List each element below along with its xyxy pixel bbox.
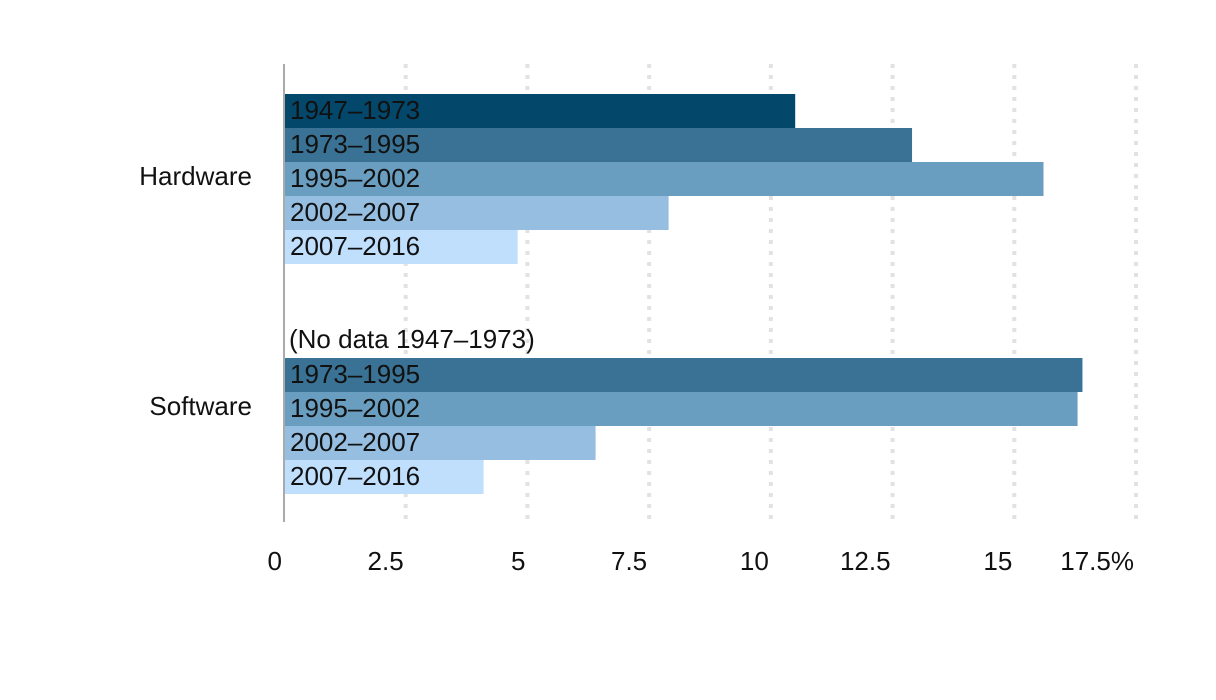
x-tick-label: 0 xyxy=(268,546,282,576)
bar-series-label: 2002–2007 xyxy=(290,427,420,457)
no-data-note: (No data 1947–1973) xyxy=(289,324,535,354)
bar xyxy=(285,196,669,230)
x-tick-label: 2.5 xyxy=(368,546,404,576)
x-tick-label: 15 xyxy=(983,546,1012,576)
bar-series-label: 1947–1973 xyxy=(290,95,420,125)
bar-series-label: 1995–2002 xyxy=(290,393,420,423)
bar xyxy=(285,426,596,460)
category-label: Software xyxy=(149,391,252,421)
x-tick-label: 10 xyxy=(740,546,769,576)
x-tick-label: 17.5% xyxy=(1060,546,1134,576)
x-tick-label: 5 xyxy=(511,546,525,576)
category-label: Hardware xyxy=(139,161,252,191)
bar xyxy=(285,162,1044,196)
bar xyxy=(285,460,484,494)
bar-series-label: 1973–1995 xyxy=(290,129,420,159)
bar-series-label: 2002–2007 xyxy=(290,197,420,227)
bar-series-label: 2007–2016 xyxy=(290,231,420,261)
bar-series-label: 1973–1995 xyxy=(290,359,420,389)
x-tick-label: 12.5 xyxy=(840,546,891,576)
bar-series-label: 2007–2016 xyxy=(290,461,420,491)
bar xyxy=(285,94,796,128)
bar-series-label: 1995–2002 xyxy=(290,163,420,193)
bar xyxy=(285,392,1078,426)
bar xyxy=(285,128,913,162)
bar xyxy=(285,230,518,264)
x-tick-label: 7.5 xyxy=(611,546,647,576)
bar xyxy=(285,358,1083,392)
